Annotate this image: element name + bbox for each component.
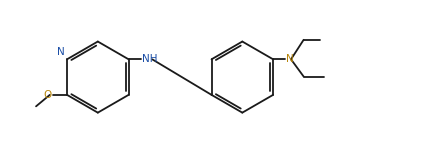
Text: O: O: [44, 90, 52, 100]
Text: N: N: [57, 47, 65, 57]
Text: N: N: [286, 54, 294, 64]
Text: NH: NH: [142, 54, 158, 64]
